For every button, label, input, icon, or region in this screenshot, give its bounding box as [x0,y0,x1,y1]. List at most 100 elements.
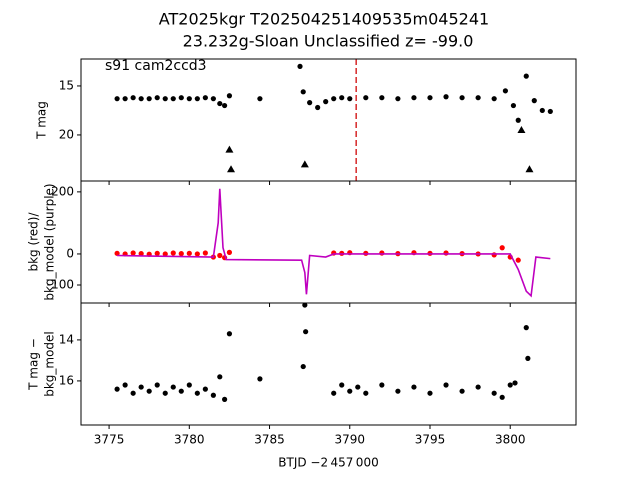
point [297,63,303,69]
triangle-point [525,165,534,173]
point [443,382,449,388]
point [539,107,545,114]
point [547,108,553,115]
point [130,95,136,101]
point [395,388,401,394]
point [491,390,497,396]
point [502,88,509,94]
triangle-point [225,145,234,153]
y-tick-label: 16 [59,373,74,387]
point [363,95,369,101]
y-tick-label: 0 [66,246,74,260]
point [217,252,223,259]
point [307,100,313,106]
y-tick-label: 200 [51,184,74,198]
point [217,374,223,380]
point [170,96,176,102]
x-tick-label: 3775 [94,433,125,447]
point [347,388,353,394]
point [202,95,208,101]
point [186,382,192,388]
point [210,392,216,398]
point [178,95,184,101]
point [475,95,481,101]
y-axis-label: bkg (red)/ [27,212,41,272]
point [411,384,417,390]
point [114,250,120,256]
point [138,384,144,390]
x-tick-label: 3790 [334,433,365,447]
point [170,250,176,256]
x-tick-label: 3795 [415,433,446,447]
point [379,95,385,101]
point [186,96,192,102]
point [194,390,200,396]
point [202,386,208,392]
point [507,382,513,388]
point [217,100,223,107]
point [339,382,345,388]
y-axis-label: bkg_model [43,331,57,397]
plot-area [114,59,553,181]
point [162,96,168,102]
point [499,394,505,400]
y-axis-label: bkg_model (purple) [43,183,57,300]
point [379,382,385,388]
point [459,95,465,101]
triangle-point [227,165,236,173]
x-axis-label: BTJD −2 457 000 [278,456,378,470]
x-tick-label: 3800 [495,433,526,447]
point [523,325,529,331]
point [186,250,192,256]
point [162,390,168,396]
y-axis-label: T mag − [27,338,41,391]
point [114,96,120,102]
point [226,331,233,337]
point [512,380,518,386]
point [138,96,144,102]
point [315,104,321,111]
point [300,89,306,95]
point [226,93,233,99]
point [459,388,465,394]
point [114,386,120,392]
point [222,102,228,109]
point [355,384,361,390]
point [302,303,308,308]
point [300,363,306,370]
point [146,96,152,102]
point [162,251,168,257]
point [515,117,521,123]
point [202,250,208,256]
y-tick-label: 20 [59,127,74,141]
point [515,257,521,263]
point [122,382,128,388]
point [395,96,401,102]
chart-title: AT2025kgr T202504251409535m045241 [159,10,489,29]
point [499,245,505,251]
triangle-point [517,126,526,134]
y-tick-label: 15 [59,78,74,92]
point [411,95,417,101]
point [427,95,433,101]
point [475,384,481,390]
point [523,73,529,79]
point [194,251,200,257]
y-axis-label: T mag [35,101,49,140]
point [122,96,128,102]
point [146,388,152,394]
point [331,96,337,102]
point [443,250,449,256]
annotation: s91 cam2ccd3 [105,58,207,74]
point [194,96,200,102]
point [491,252,497,258]
point [222,396,228,402]
point [443,94,449,100]
point [363,390,369,396]
triangle-point [300,160,309,168]
point [531,98,537,104]
point [379,250,385,256]
point [226,249,233,255]
point [154,250,160,256]
